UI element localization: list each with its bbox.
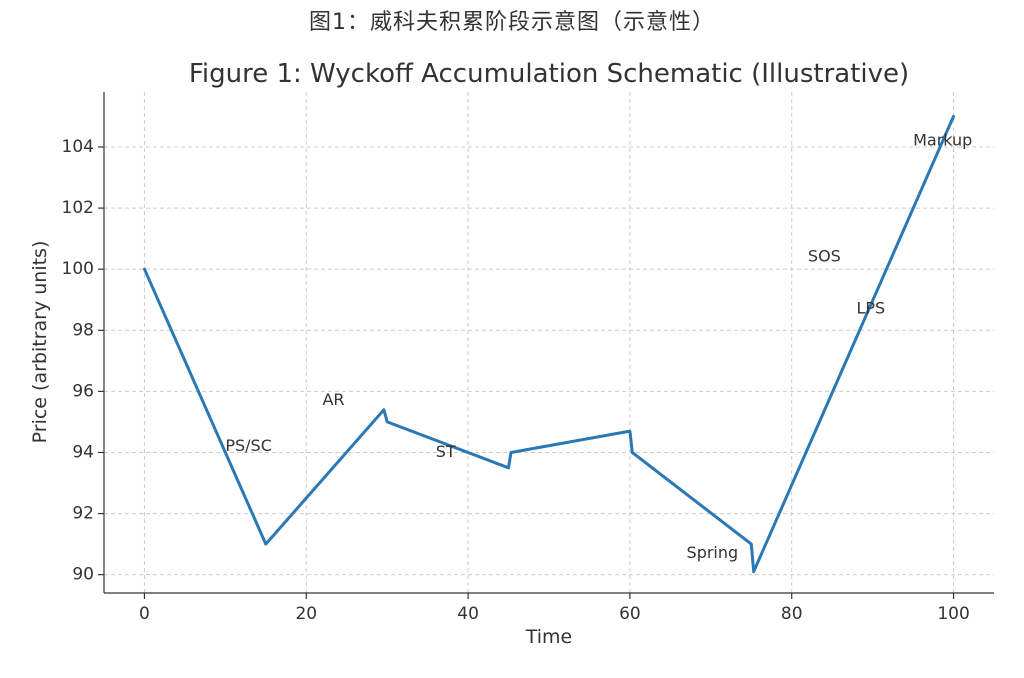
y-tick-label: 104 <box>62 137 94 157</box>
chart-title: Figure 1: Wyckoff Accumulation Schematic… <box>189 59 909 89</box>
x-tick-label: 100 <box>937 604 969 624</box>
y-tick-label: 90 <box>72 565 94 585</box>
y-tick-label: 98 <box>72 320 94 340</box>
annotation-label: Markup <box>913 130 972 149</box>
annotation-label: AR <box>322 390 344 409</box>
y-tick-label: 92 <box>72 504 94 524</box>
x-tick-label: 80 <box>781 604 803 624</box>
x-tick-label: 40 <box>457 604 479 624</box>
price-line <box>143 114 955 574</box>
annotation-label: ST <box>436 442 456 461</box>
series-layer <box>143 114 955 574</box>
y-tick-label: 96 <box>72 381 94 401</box>
x-tick-label: 20 <box>295 604 317 624</box>
annotation-label: Spring <box>687 543 739 562</box>
axes: 0 20 40 60 80 100 90 92 94 96 98 100 102 104 <box>62 92 994 624</box>
y-axis-label: Price (arbitrary units) <box>29 241 51 444</box>
annotation-label: LPS <box>856 298 885 317</box>
x-tick-label: 0 <box>139 604 150 624</box>
x-tick-label: 60 <box>619 604 641 624</box>
y-tick-label: 94 <box>72 442 94 462</box>
annotation-label: SOS <box>808 246 841 265</box>
annotation-label: PS/SC <box>225 436 272 455</box>
x-axis-label: Time <box>525 626 573 648</box>
y-tick-label: 100 <box>62 259 94 279</box>
y-tick-label: 102 <box>62 198 94 218</box>
figure-suptitle: 图1：威科夫积累阶段示意图（示意性） <box>309 10 715 35</box>
grid-lines <box>104 92 994 593</box>
annotation-layer: PS/SC AR ST Spring SOS LPS Markup <box>225 130 972 561</box>
